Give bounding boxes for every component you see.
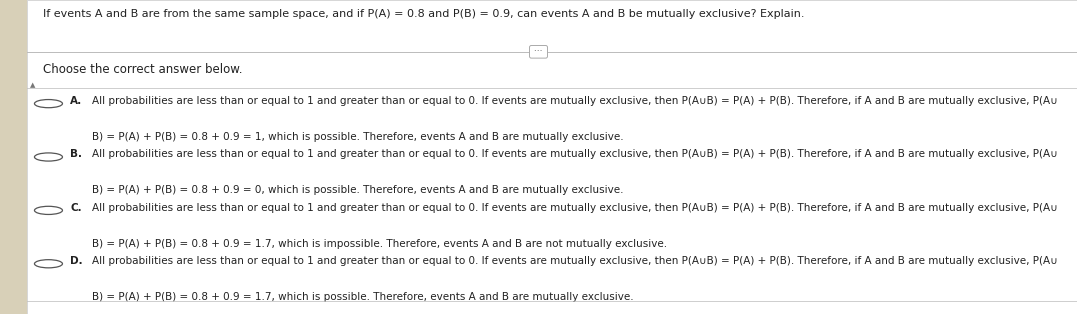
Text: ▲: ▲ <box>30 82 36 88</box>
Text: All probabilities are less than or equal to 1 and greater than or equal to 0. If: All probabilities are less than or equal… <box>92 256 1058 266</box>
FancyBboxPatch shape <box>27 0 1077 314</box>
Text: A.: A. <box>70 96 82 106</box>
FancyBboxPatch shape <box>0 0 27 314</box>
Text: C.: C. <box>70 203 82 213</box>
Text: B) = P(A) + P(B) = 0.8 + 0.9 = 1.7, which is possible. Therefore, events A and B: B) = P(A) + P(B) = 0.8 + 0.9 = 1.7, whic… <box>92 292 633 302</box>
Text: B) = P(A) + P(B) = 0.8 + 0.9 = 1.7, which is impossible. Therefore, events A and: B) = P(A) + P(B) = 0.8 + 0.9 = 1.7, whic… <box>92 239 667 249</box>
Text: B) = P(A) + P(B) = 0.8 + 0.9 = 0, which is possible. Therefore, events A and B a: B) = P(A) + P(B) = 0.8 + 0.9 = 0, which … <box>92 185 624 195</box>
Text: B.: B. <box>70 149 82 159</box>
Text: All probabilities are less than or equal to 1 and greater than or equal to 0. If: All probabilities are less than or equal… <box>92 149 1058 159</box>
Text: Choose the correct answer below.: Choose the correct answer below. <box>43 63 242 76</box>
Text: All probabilities are less than or equal to 1 and greater than or equal to 0. If: All probabilities are less than or equal… <box>92 96 1058 106</box>
Text: All probabilities are less than or equal to 1 and greater than or equal to 0. If: All probabilities are less than or equal… <box>92 203 1058 213</box>
Text: B) = P(A) + P(B) = 0.8 + 0.9 = 1, which is possible. Therefore, events A and B a: B) = P(A) + P(B) = 0.8 + 0.9 = 1, which … <box>92 132 624 142</box>
Text: D.: D. <box>70 256 83 266</box>
Text: ···: ··· <box>531 47 546 56</box>
Text: If events A and B are from the same sample space, and if P(A) = 0.8 and P(B) = 0: If events A and B are from the same samp… <box>43 9 805 19</box>
